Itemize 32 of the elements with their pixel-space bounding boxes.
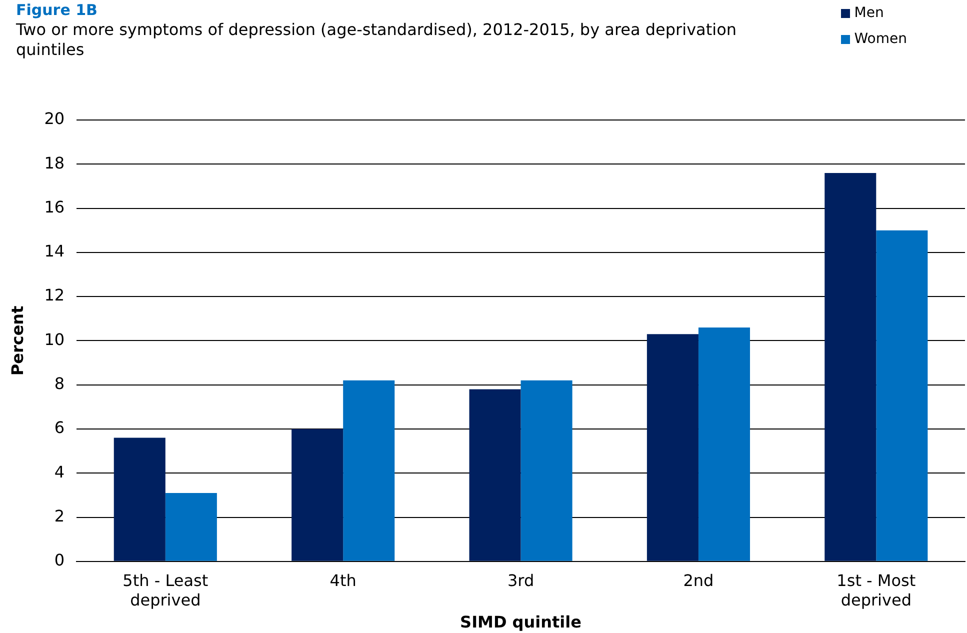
y-tick-label: 20 (44, 109, 65, 128)
bar (114, 438, 166, 561)
y-tick-label: 18 (44, 153, 65, 172)
bar (343, 380, 395, 561)
bar (165, 492, 217, 561)
x-tick-label: 5th - Least deprived (122, 571, 208, 610)
bar (292, 428, 344, 561)
x-tick-label: 2nd (683, 571, 714, 590)
y-tick-label: 4 (54, 462, 65, 482)
x-axis-title: SIMD quintile (460, 612, 582, 632)
bar (520, 380, 572, 561)
y-tick-label: 12 (44, 286, 65, 305)
y-tick-label: 6 (54, 418, 65, 438)
x-tick-label: 4th (330, 571, 356, 590)
bar (646, 334, 698, 561)
y-tick-label: 8 (54, 374, 65, 393)
y-tick-label: 16 (44, 197, 65, 216)
bar (469, 389, 521, 561)
bar (876, 230, 928, 561)
y-tick-label: 10 (44, 330, 65, 349)
x-tick-label: 3rd (507, 571, 534, 590)
y-tick-label: 14 (44, 242, 65, 261)
y-axis-title: Percent (8, 305, 27, 376)
chart-title: Figure 1B (16, 0, 98, 20)
x-tick-label: 1st - Most deprived (836, 571, 916, 610)
legend-label: Men (854, 5, 884, 21)
y-tick-label: 0 (54, 550, 65, 570)
chart-subtitle: Two or more symptoms of depression (age-standardised), 2012-2015, by area deprivation quintiles (16, 20, 738, 60)
bar (698, 327, 750, 561)
bar (824, 172, 876, 561)
legend-label: Women (854, 31, 907, 47)
y-tick-label: 2 (54, 506, 65, 526)
